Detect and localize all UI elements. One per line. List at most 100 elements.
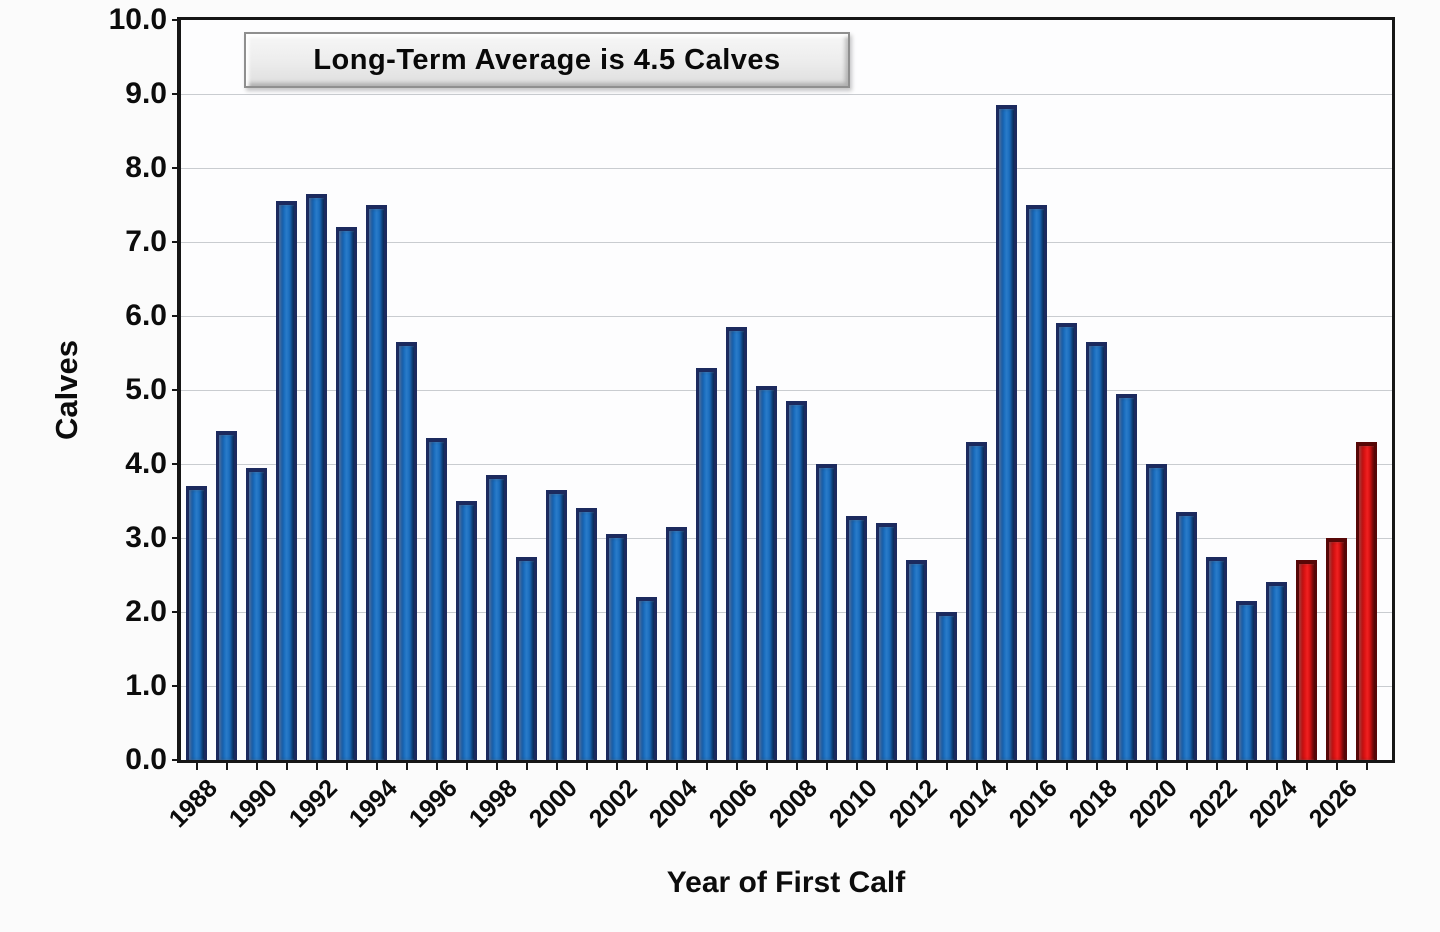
bar-2024: [1266, 582, 1287, 760]
bar-2020: [1146, 464, 1167, 760]
x-tick-mark-2025: [1305, 760, 1308, 770]
y-tick-label-5.0: 5.0: [125, 373, 167, 406]
y-tick-mark-5.0: [172, 389, 181, 391]
plot-area: 0.0 1.0 2.0 3.0 4.0 5.0 6.0 7.0 8.0 9.0 10.0 Long-…: [109, 3, 1395, 833]
bar-2010: [846, 515, 867, 760]
x-tick-mark-2010: [855, 760, 858, 770]
y-tick-label-2.0: 2.0: [125, 595, 167, 628]
x-tick-mark-2026: [1335, 760, 1338, 770]
bar-2014: [966, 441, 987, 760]
y-tick-mark-9.0: [172, 93, 181, 95]
bar-2006: [726, 327, 747, 760]
bar-1988: [186, 486, 207, 760]
bar-2013: [936, 612, 957, 760]
bar-1990: [246, 467, 267, 760]
y-tick-mark-3.0: [172, 537, 181, 539]
y-tick-mark-6.0: [172, 315, 181, 317]
x-tick-mark-2013: [945, 760, 948, 770]
y-tick-mark-1.0: [172, 685, 181, 687]
x-tick-mark-1997: [465, 760, 468, 770]
long-term-average-box: Long-Term Average is 4.5 Calves: [244, 32, 850, 88]
x-tick-mark-1988: [195, 760, 198, 770]
y-tick-label-4.0: 4.0: [125, 447, 167, 480]
x-tick-mark-2017: [1065, 760, 1068, 770]
x-tick-mark-2007: [765, 760, 768, 770]
x-tick-mark-2000: [555, 760, 558, 770]
x-tick-mark-1993: [345, 760, 348, 770]
x-tick-mark-2019: [1125, 760, 1128, 770]
bar-1994: [366, 205, 387, 760]
x-tick-mark-2005: [705, 760, 708, 770]
x-tick-mark-2003: [645, 760, 648, 770]
x-tick-mark-1989: [225, 760, 228, 770]
x-tick-mark-2014: [975, 760, 978, 770]
y-tick-mark-2.0: [172, 611, 181, 613]
y-tick-label-0.0: 0.0: [125, 743, 167, 776]
bar-2027: [1356, 441, 1377, 760]
y-tick-mark-10.0: [172, 19, 181, 21]
bar-2005: [696, 367, 717, 760]
long-term-average-label: Long-Term Average is 4.5 Calves: [313, 43, 781, 76]
x-tick-mark-2011: [885, 760, 888, 770]
x-axis-title: Year of First Calf: [666, 866, 906, 899]
bar-1998: [486, 475, 507, 760]
x-tick-mark-1994: [375, 760, 378, 770]
bar-2003: [636, 597, 657, 760]
y-tick-label-1.0: 1.0: [125, 669, 167, 702]
gridline-5.0: [181, 390, 1392, 391]
bar-1996: [426, 438, 447, 760]
bar-2016: [1026, 205, 1047, 760]
bar-2019: [1116, 393, 1137, 760]
bar-2026: [1326, 538, 1347, 760]
x-tick-mark-2021: [1185, 760, 1188, 770]
x-tick-mark-2023: [1245, 760, 1248, 770]
y-tick-label-3.0: 3.0: [125, 521, 167, 554]
gridline-9.0: [181, 94, 1392, 95]
x-tick-mark-1990: [255, 760, 258, 770]
bar-2001: [576, 508, 597, 760]
bar-2023: [1236, 600, 1257, 760]
gridline-7.0: [181, 242, 1392, 243]
gridline-6.0: [181, 316, 1392, 317]
x-tick-mark-2006: [735, 760, 738, 770]
bar-2007: [756, 386, 777, 760]
bar-2022: [1206, 556, 1227, 760]
bar-2015: [996, 105, 1017, 760]
x-tick-mark-1991: [285, 760, 288, 770]
y-tick-mark-0.0: [172, 759, 181, 761]
bar-1997: [456, 501, 477, 760]
x-tick-mark-2020: [1155, 760, 1158, 770]
bar-2012: [906, 560, 927, 760]
bar-2004: [666, 526, 687, 760]
y-tick-mark-8.0: [172, 167, 181, 169]
x-tick-mark-1996: [435, 760, 438, 770]
x-tick-mark-2027: [1365, 760, 1368, 770]
bar-1989: [216, 430, 237, 760]
x-tick-mark-2015: [1005, 760, 1008, 770]
bar-2009: [816, 464, 837, 760]
plot-inner: 0.0 1.0 2.0 3.0 4.0 5.0 6.0 7.0 8.0 9.0 10.0: [109, 3, 1392, 776]
y-tick-label-6.0: 6.0: [125, 299, 167, 332]
x-tick-mark-2018: [1095, 760, 1098, 770]
y-tick-label-7.0: 7.0: [125, 225, 167, 258]
bar-2002: [606, 534, 627, 760]
x-tick-mark-2009: [825, 760, 828, 770]
x-tick-mark-2002: [615, 760, 618, 770]
x-tick-mark-2012: [915, 760, 918, 770]
bar-1992: [306, 193, 327, 760]
bar-1995: [396, 341, 417, 760]
gridline-8.0: [181, 168, 1392, 169]
x-tick-mark-1992: [315, 760, 318, 770]
bar-1991: [276, 201, 297, 760]
x-tick-mark-2016: [1035, 760, 1038, 770]
x-tick-mark-1999: [525, 760, 528, 770]
x-tick-mark-1998: [495, 760, 498, 770]
y-tick-mark-7.0: [172, 241, 181, 243]
y-tick-label-9.0: 9.0: [125, 77, 167, 110]
bar-2018: [1086, 341, 1107, 760]
bar-2008: [786, 401, 807, 760]
y-tick-mark-4.0: [172, 463, 181, 465]
x-tick-mark-2022: [1215, 760, 1218, 770]
x-tick-mark-2024: [1275, 760, 1278, 770]
x-tick-mark-1995: [405, 760, 408, 770]
